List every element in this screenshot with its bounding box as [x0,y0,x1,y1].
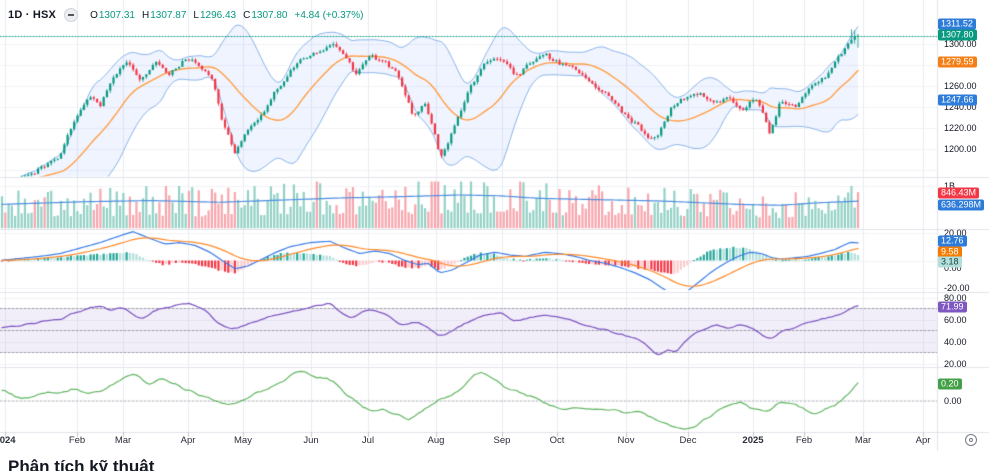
ohlc-values: O 1307.31 H 1307.87 L 1296.43 C 1307.80 +4.8… [90,10,363,21]
time-tick: Feb [68,435,86,446]
section-heading: Phân tích kỹ thuật [8,457,155,471]
low-value: 1296.43 [199,9,237,21]
volume-value: 846.43M [938,187,980,199]
macd-hist-value: 3.18 [938,256,962,268]
price-tick-main: 1300.00 [944,39,977,49]
price-tick-rsi: 60.00 [944,314,967,325]
time-tick: Nov [617,435,635,446]
bb-basis-value: 1279.59 [938,56,977,67]
price-tick-main: 1220.00 [944,123,977,133]
price-tick-osc: 0.00 [944,396,962,406]
price-tick-rsi: 40.00 [944,336,967,347]
goto-date-button[interactable] [965,434,977,446]
chart-legend: 1D · HSX O 1307.31 H 1307.87 L 1296.43 C 130… [8,8,363,22]
time-tick: Apr [180,435,196,446]
open-label: O [90,9,98,21]
time-tick: Aug [427,435,445,446]
last-price-value: 1307.80 [938,29,977,40]
price-tick-macd: -20.00 [944,283,970,293]
price-tick-volume: 1B [944,180,956,191]
price-tick-main: 1240.00 [944,102,977,112]
time-axis[interactable]: 2024 Feb Mar Apr May Jun Jul Aug Sep Oct Nov Dec 202… [0,432,989,451]
low-pair: L 1296.43 [193,10,236,21]
minus-icon [68,14,75,16]
high-value: 1307.87 [150,9,187,21]
volume-ma-value: 636.298M [938,199,985,210]
price-tick-rsi: 20.00 [944,358,967,369]
time-tick: 2024 [0,435,16,446]
price-tick-rsi: 80.00 [944,292,967,303]
time-tick: Mar [114,435,132,446]
time-tick: 2025 [742,435,764,446]
target-icon [969,438,973,442]
bb-lower-value: 1247.66 [938,94,977,106]
price-tick-main: 1260.00 [944,81,977,91]
close-label: C [243,9,251,21]
price-axis[interactable]: 1300.00 1260.00 1240.00 1220.00 1200.00 1B 20.… [937,0,989,432]
price-tick-macd: 20.00 [944,228,967,238]
high-pair: H 1307.87 [142,10,186,21]
macd-value: 12.76 [938,235,967,246]
change-value: +4.84 (+0.37%) [294,9,364,21]
price-tick-main: 1200.00 [944,144,977,154]
osc-value: 0.20 [938,378,962,390]
open-pair: O 1307.31 [90,10,135,21]
price-tick-macd: 0.00 [944,263,962,273]
open-value: 1307.31 [98,9,135,21]
symbol-interval-label: 1D · HSX [8,9,57,21]
time-tick: Mar [854,435,872,446]
bb-upper-value: 1311.52 [938,18,976,30]
time-tick: Sep [493,435,511,446]
low-label: L [193,9,199,21]
time-tick: Dec [679,435,697,446]
time-tick: Oct [549,435,565,446]
collapse-legend-button[interactable] [64,8,79,22]
time-tick: Feb [795,435,813,446]
rsi-value: 71.99 [938,301,967,313]
close-value: 1307.80 [251,9,288,21]
time-tick: Jun [303,435,319,446]
macd-signal-value: 9.58 [938,246,962,257]
high-label: H [142,9,150,21]
time-tick: May [234,435,252,446]
time-tick: Jul [361,435,375,446]
close-pair: C 1307.80 [243,10,287,21]
time-tick: Apr [915,435,931,446]
